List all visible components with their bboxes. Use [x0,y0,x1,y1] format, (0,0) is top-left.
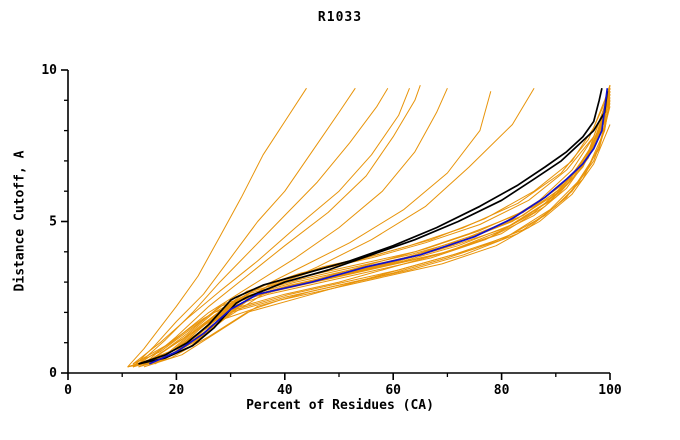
series-line [132,91,492,365]
series-line [132,88,410,365]
series-line [138,91,609,365]
series-line [138,87,448,365]
series-line [127,124,611,368]
x-tick-label: 80 [494,383,510,398]
series-line [132,87,356,368]
series-line [138,91,611,365]
series-line [127,87,307,368]
series-line [154,88,611,365]
series-line [143,85,421,365]
series-line [159,85,611,362]
y-tick-label: 0 [49,366,57,381]
y-tick-label: 5 [49,215,57,230]
series-line [143,91,611,365]
x-tick-label: 0 [64,383,72,398]
x-tick-label: 60 [385,383,401,398]
series-line [127,94,611,368]
axes [67,70,610,374]
series-line [154,94,611,365]
x-tick-label: 20 [169,383,185,398]
x-tick-label: 100 [598,383,622,398]
x-tick-label: 40 [277,383,293,398]
chart-title: R1033 [317,10,363,25]
y-tick-label: 10 [41,63,57,78]
series-line [148,88,609,365]
series-line [138,88,603,365]
series-line [149,100,611,365]
x-axis-label: Percent of Residues (CA) [246,398,434,413]
series-line [138,103,611,368]
